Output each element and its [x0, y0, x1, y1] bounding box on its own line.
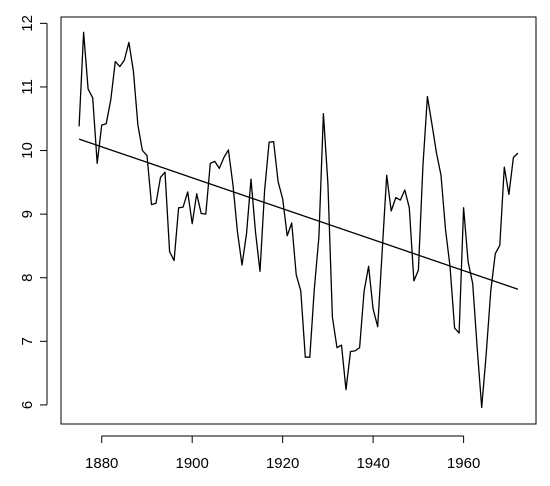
y-tick-label-6: 6 — [19, 401, 36, 409]
y-tick-label-7: 7 — [19, 337, 36, 345]
plot-frame — [60, 16, 537, 425]
x-tick-label-1900: 1900 — [176, 455, 209, 472]
series-line-trend — [78, 138, 519, 290]
x-tick-label-1920: 1920 — [266, 455, 299, 472]
y-tick-label-9: 9 — [19, 210, 36, 218]
y-tick-label-12: 12 — [19, 15, 36, 32]
x-tick-label-1940: 1940 — [356, 455, 389, 472]
x-tick-label-1960: 1960 — [447, 455, 480, 472]
series-line-data — [78, 31, 519, 409]
x-tick-label-1880: 1880 — [85, 455, 118, 472]
y-tick-label-11: 11 — [19, 79, 36, 95]
y-tick-label-10: 10 — [19, 142, 36, 159]
y-tick-label-8: 8 — [19, 274, 36, 282]
